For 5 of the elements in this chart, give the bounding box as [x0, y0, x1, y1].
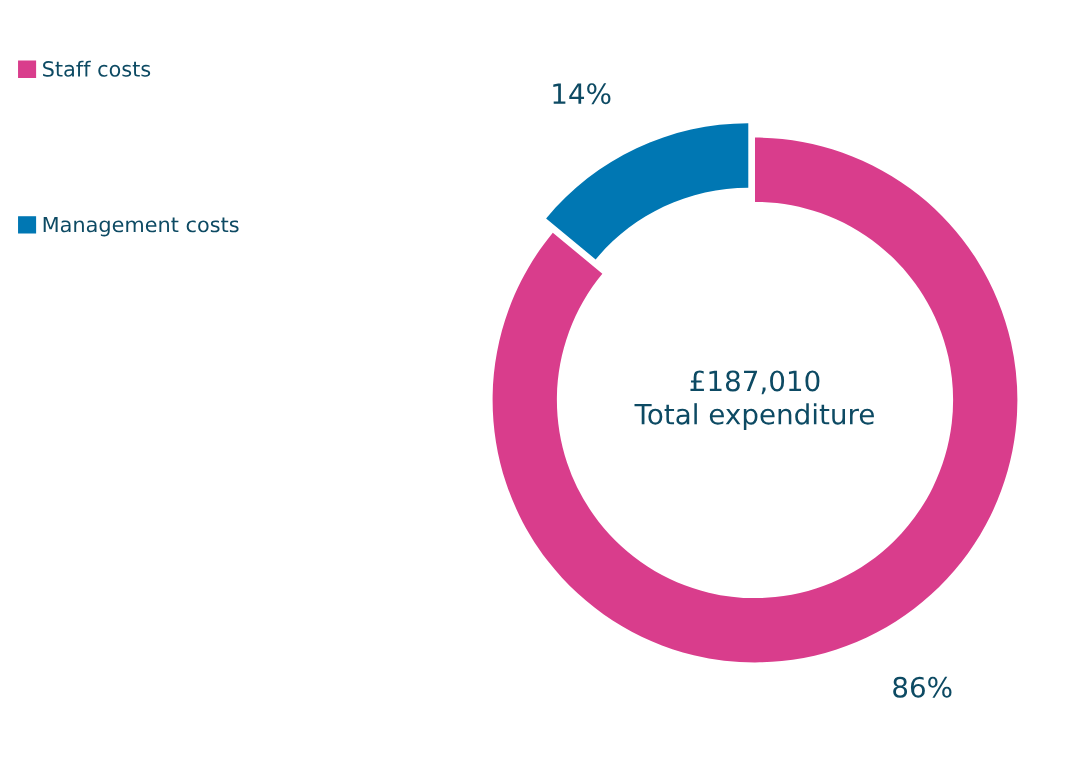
legend-label: Staff costs — [43, 60, 151, 77]
data-label: 14% — [553, 83, 611, 105]
data-label: 86% — [893, 676, 952, 698]
text: £187,010 Total expenditure — [634, 370, 874, 431]
legend-label: Management costs — [43, 216, 239, 237]
